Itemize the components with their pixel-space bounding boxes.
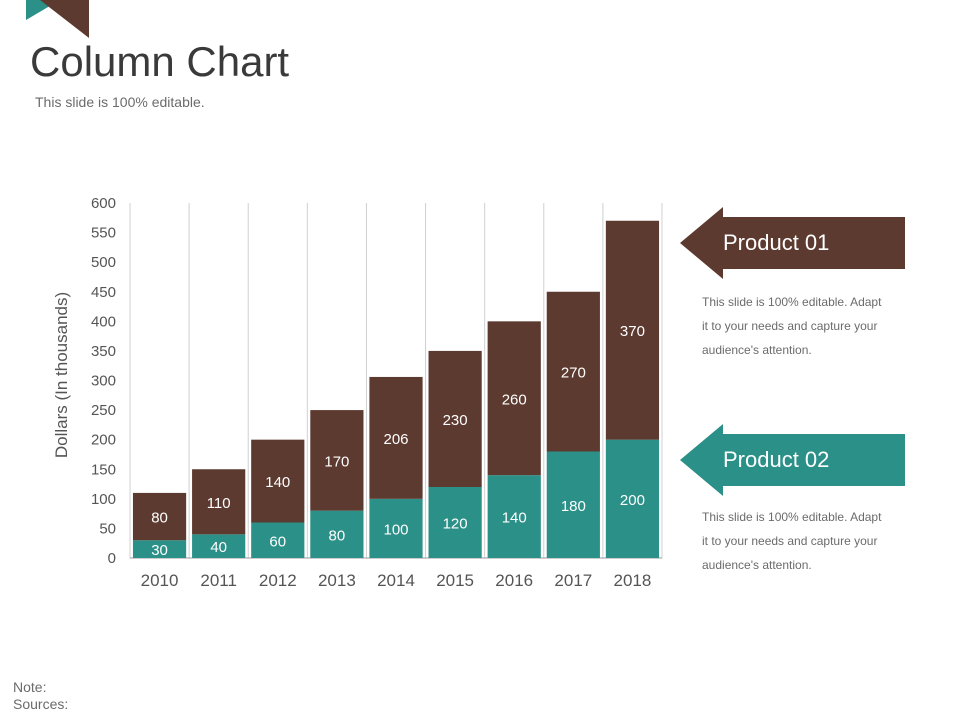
bar-product-02 bbox=[192, 534, 246, 558]
data-label-product-02: 60 bbox=[269, 533, 286, 550]
bar-product-01 bbox=[251, 439, 305, 523]
data-label-product-01: 270 bbox=[561, 365, 586, 382]
product-01-callout: Product 01 bbox=[680, 207, 905, 279]
y-tick-label: 600 bbox=[91, 195, 116, 212]
description-line: audience's attention. bbox=[702, 343, 812, 357]
description-line: audience's attention. bbox=[702, 558, 812, 572]
bar-product-01 bbox=[369, 376, 423, 499]
data-label-product-02: 100 bbox=[383, 521, 408, 538]
bar-product-01 bbox=[428, 350, 482, 487]
bar-product-01 bbox=[132, 492, 187, 541]
y-axis-title: Dollars (In thousands) bbox=[52, 292, 71, 458]
bar-product-02 bbox=[605, 439, 660, 558]
product-02-label: Product 02 bbox=[723, 447, 830, 472]
y-tick-label: 0 bbox=[108, 550, 116, 567]
x-tick-label: 2010 bbox=[141, 571, 179, 590]
footer-note: Note: bbox=[13, 679, 47, 695]
data-label-product-01: 80 bbox=[151, 510, 168, 527]
y-tick-label: 250 bbox=[91, 402, 116, 419]
bar-product-01 bbox=[487, 321, 541, 476]
x-tick-label: 2013 bbox=[318, 571, 356, 590]
product-01-description: This slide is 100% editable. Adapt it to… bbox=[702, 290, 912, 362]
data-label-product-02: 180 bbox=[561, 498, 586, 515]
data-label-product-01: 206 bbox=[383, 431, 408, 448]
x-tick-label: 2017 bbox=[554, 571, 592, 590]
bar-product-01 bbox=[546, 291, 600, 452]
bar-product-02 bbox=[487, 475, 541, 558]
bar-product-02 bbox=[251, 522, 305, 558]
left-arrow-shape bbox=[680, 424, 905, 496]
data-label-product-01: 140 bbox=[265, 474, 290, 491]
data-label-product-02: 80 bbox=[329, 527, 346, 544]
bar-product-02 bbox=[310, 510, 364, 558]
bar-product-02 bbox=[546, 451, 600, 558]
chart-bars bbox=[132, 220, 660, 558]
product-01-label: Product 01 bbox=[723, 230, 830, 255]
bar-product-02 bbox=[428, 487, 482, 558]
data-label-product-01: 170 bbox=[324, 453, 349, 470]
description-line: This slide is 100% editable. Adapt bbox=[702, 510, 882, 524]
product-02-callout: Product 02 bbox=[680, 424, 905, 496]
corner-decoration bbox=[26, 0, 89, 38]
x-axis-tick-labels: 2010 2011 2012 2013 2014 2015 2016 2017 2018 bbox=[141, 571, 652, 590]
data-labels: 30 80 40 110 60 140 80 170 100 206 120 230 140 260 180… bbox=[151, 323, 645, 559]
bar-product-02 bbox=[369, 498, 423, 558]
y-axis-tick-labels: 0 50 100 150 200 250 300 350 400 450 500 550 600 bbox=[91, 195, 116, 567]
data-label-product-02: 40 bbox=[210, 539, 227, 556]
y-tick-label: 150 bbox=[91, 461, 116, 478]
y-tick-label: 400 bbox=[91, 313, 116, 330]
y-tick-label: 500 bbox=[91, 254, 116, 271]
x-tick-label: 2018 bbox=[614, 571, 652, 590]
data-label-product-01: 110 bbox=[207, 495, 231, 512]
description-line: it to your needs and capture your bbox=[702, 319, 878, 333]
bar-product-01 bbox=[310, 410, 364, 511]
data-label-product-01: 260 bbox=[502, 391, 527, 408]
footer-sources: Sources: bbox=[13, 696, 69, 712]
y-tick-label: 450 bbox=[91, 284, 116, 301]
bar-product-02 bbox=[132, 540, 187, 558]
bar-product-01 bbox=[605, 220, 660, 440]
data-label-product-02: 30 bbox=[151, 542, 168, 559]
data-label-product-01: 230 bbox=[443, 412, 468, 429]
x-tick-label: 2011 bbox=[200, 571, 237, 590]
y-tick-label: 50 bbox=[99, 520, 116, 537]
y-tick-label: 100 bbox=[91, 491, 116, 508]
data-label-product-02: 200 bbox=[620, 492, 645, 509]
x-tick-label: 2015 bbox=[436, 571, 474, 590]
bar-product-01 bbox=[192, 469, 246, 535]
slide-subtitle: This slide is 100% editable. bbox=[35, 94, 205, 110]
y-tick-label: 350 bbox=[91, 343, 116, 360]
description-line: This slide is 100% editable. Adapt bbox=[702, 295, 882, 309]
description-line: it to your needs and capture your bbox=[702, 534, 878, 548]
y-tick-label: 300 bbox=[91, 373, 116, 390]
x-tick-label: 2016 bbox=[495, 571, 533, 590]
data-label-product-02: 140 bbox=[502, 510, 527, 527]
y-tick-label: 550 bbox=[91, 225, 116, 242]
slide-title: Column Chart bbox=[30, 38, 290, 85]
product-02-description: This slide is 100% editable. Adapt it to… bbox=[702, 505, 912, 577]
x-tick-label: 2012 bbox=[259, 571, 297, 590]
left-arrow-shape bbox=[680, 207, 905, 279]
y-tick-label: 200 bbox=[91, 432, 116, 449]
corner-brown-shape bbox=[40, 0, 89, 38]
data-label-product-01: 370 bbox=[620, 323, 645, 340]
x-tick-label: 2014 bbox=[377, 571, 415, 590]
data-label-product-02: 120 bbox=[443, 516, 468, 533]
